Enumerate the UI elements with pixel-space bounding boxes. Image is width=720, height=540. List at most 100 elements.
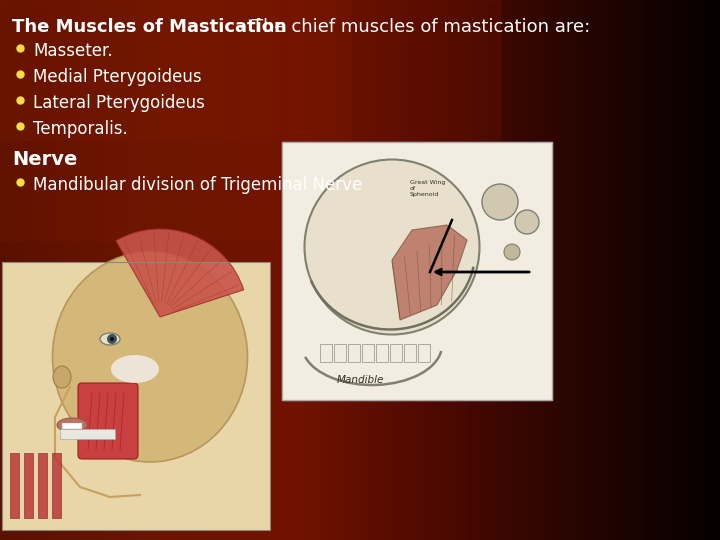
Bar (580, 0, 581, 540)
Bar (540, 0, 541, 540)
Bar (687, 0, 688, 540)
Bar (409, 0, 410, 540)
Bar (259, 0, 260, 540)
Bar (608, 0, 609, 540)
Text: Masseter.: Masseter. (33, 42, 112, 60)
Bar (553, 0, 554, 540)
Bar (59, 0, 60, 540)
Bar (371, 0, 372, 540)
Bar (592, 0, 593, 540)
Bar (676, 0, 677, 540)
Bar (625, 0, 626, 540)
Bar (464, 0, 465, 540)
Bar (101, 0, 102, 540)
Bar (395, 0, 396, 540)
Bar (35, 0, 36, 540)
Bar (694, 0, 695, 540)
Bar (574, 0, 575, 540)
Bar (644, 0, 645, 540)
Circle shape (110, 337, 114, 341)
Bar (374, 0, 375, 540)
Bar (656, 0, 657, 540)
Bar (682, 0, 683, 540)
Bar (563, 0, 564, 540)
Bar (497, 0, 498, 540)
Bar (106, 0, 107, 540)
Bar (518, 0, 519, 540)
Bar (199, 0, 200, 540)
Bar (478, 0, 479, 540)
Bar (370, 0, 371, 540)
Bar (264, 0, 265, 540)
Bar (238, 0, 239, 540)
Bar (320, 0, 321, 540)
Bar (426, 0, 427, 540)
Bar (533, 0, 534, 540)
Bar (2, 262, 270, 530)
Bar (179, 0, 180, 540)
Bar (138, 0, 139, 540)
Bar (381, 0, 382, 540)
Bar (102, 0, 103, 540)
Bar (399, 0, 400, 540)
Bar (410, 0, 411, 540)
Bar (594, 0, 595, 540)
Bar (85, 0, 86, 540)
Bar (575, 0, 576, 540)
Bar (678, 0, 679, 540)
Bar (462, 0, 463, 540)
Bar (309, 0, 310, 540)
Bar (193, 0, 194, 540)
Bar (114, 0, 115, 540)
Bar (314, 0, 315, 540)
Bar (163, 0, 164, 540)
Bar (421, 0, 422, 540)
Bar (14, 0, 15, 540)
Bar (551, 0, 552, 540)
Bar (148, 0, 149, 540)
Bar (566, 0, 567, 540)
Bar (198, 0, 199, 540)
Bar (660, 0, 661, 540)
Bar (547, 0, 548, 540)
Bar (586, 0, 587, 540)
Bar (61, 0, 62, 540)
Bar (351, 0, 352, 540)
Bar (154, 0, 155, 540)
Bar (353, 0, 354, 540)
Bar (282, 142, 552, 400)
Bar (220, 0, 221, 540)
Bar (352, 0, 353, 540)
Bar (457, 0, 458, 540)
Bar (51, 0, 52, 540)
Bar (418, 344, 430, 362)
Bar (0, 0, 350, 140)
Bar (711, 0, 712, 540)
Bar (612, 0, 613, 540)
Bar (162, 0, 163, 540)
Bar (4, 0, 5, 540)
Bar (642, 0, 643, 540)
Bar (288, 0, 289, 540)
Bar (222, 0, 223, 540)
Bar (519, 0, 520, 540)
Bar (93, 0, 94, 540)
Bar (142, 0, 143, 540)
Bar (469, 0, 470, 540)
Bar (221, 0, 222, 540)
Bar (640, 0, 641, 540)
Bar (517, 0, 518, 540)
Bar (121, 0, 122, 540)
Bar (503, 0, 504, 540)
Bar (641, 0, 642, 540)
Bar (579, 0, 580, 540)
Bar (590, 0, 591, 540)
Text: Great Wing
of
Sphenoid: Great Wing of Sphenoid (410, 180, 446, 197)
Bar (406, 0, 407, 540)
Bar (194, 0, 195, 540)
Bar (280, 0, 281, 540)
Bar (235, 0, 236, 540)
Bar (444, 0, 445, 540)
Bar (647, 0, 648, 540)
Bar (611, 0, 612, 540)
